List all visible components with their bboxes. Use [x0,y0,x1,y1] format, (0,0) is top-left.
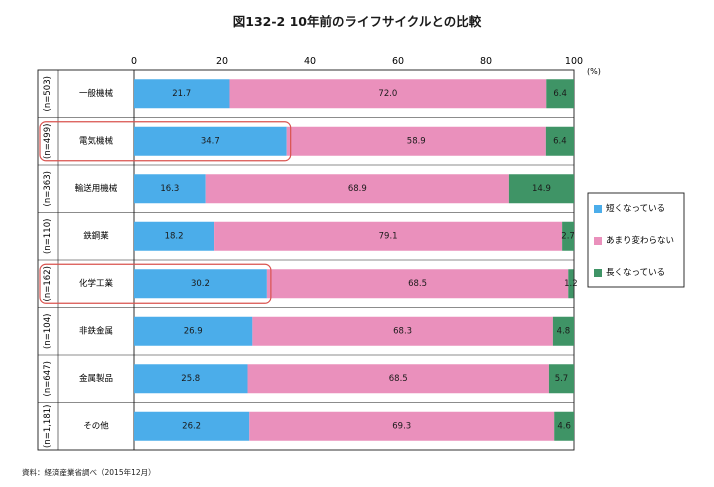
x-tick-label: 60 [392,56,404,67]
bar-segment [508,174,574,204]
bar-segment [562,221,574,251]
data-label: 2.7 [561,231,575,241]
x-tick-label: 100 [565,56,583,67]
bar-segment [134,316,253,346]
data-label: 68.5 [408,279,427,289]
bar-segment [266,269,569,299]
category-label: 非鉄金属 [79,325,113,336]
data-label: 21.7 [172,89,191,99]
legend-label: 長くなっている [606,268,665,278]
bar-segment [134,221,215,251]
data-label: 69.3 [392,421,411,431]
bar-segment [214,221,563,251]
bar-segment [552,316,574,346]
bar-segment [205,174,509,204]
sample-size-label: (n=647) [43,361,53,396]
sample-size-label: (n=499) [43,124,53,159]
data-label: 1.2 [564,279,578,289]
data-label: 34.7 [201,136,220,146]
sample-size-label: (n=104) [43,314,53,349]
legend-label: 短くなっている [606,203,665,214]
x-tick-label: 80 [480,56,492,67]
legend-frame [587,192,685,288]
bar-segment [568,269,574,299]
unit-label: (%) [587,67,601,76]
legend-swatch [594,205,602,213]
sample-size-label: (n=162) [43,266,53,301]
data-label: 4.6 [557,421,571,431]
data-label: 6.4 [553,89,567,99]
category-label: 化学工業 [79,278,114,289]
bar-segment [134,364,248,394]
bar-segment [229,79,547,109]
bar-segment [286,126,546,156]
x-tick-label: 0 [131,56,137,67]
highlight-box [39,263,272,304]
data-label: 68.3 [393,326,412,336]
source-note: 資料：経済産業省調べ（2015年12月） [22,468,156,477]
sample-size-label: (n=503) [43,76,53,111]
bar-segment [548,364,574,394]
data-label: 18.2 [165,231,184,241]
sample-size-label: (n=110) [43,219,53,254]
data-label: 4.8 [557,326,571,336]
data-label: 26.2 [182,421,201,431]
sample-size-label: (n=1,181) [43,405,53,448]
x-tick-label: 20 [216,56,228,67]
bar-segment [247,364,549,394]
highlight-box [39,121,292,162]
category-label: 一般機械 [79,88,114,99]
sample-size-label: (n=363) [43,171,53,206]
category-label: その他 [83,420,109,431]
bar-segment [554,411,574,441]
legend-label: あまり変わらない [606,235,674,246]
bar-segment [249,411,555,441]
legend-swatch [594,237,602,245]
x-tick-label: 40 [304,56,316,67]
data-label: 72.0 [378,89,397,99]
category-label: 電気機械 [79,135,114,146]
bar-segment [134,79,230,109]
chart-title: 図132-2 10年前のライフサイクルとの比較 [232,14,482,29]
data-label: 79.1 [379,231,398,241]
data-label: 14.9 [532,184,551,194]
x-axis: 0 20 40 60 80 100 [131,56,583,67]
bar-segment [134,411,250,441]
data-label: 6.4 [553,136,567,146]
data-label: 16.3 [160,184,179,194]
bar-segment [546,79,574,109]
bar-segment [134,269,267,299]
data-label: 68.5 [389,374,408,384]
data-label: 58.9 [407,136,426,146]
data-label: 68.9 [348,184,367,194]
bar-segment [134,126,287,156]
bar-segment [134,174,206,204]
data-label: 26.9 [184,326,203,336]
category-label: 金属製品 [79,373,113,384]
legend-swatch [594,269,602,277]
category-label: 輸送用機械 [75,183,118,194]
bar-segment [545,126,574,156]
bar-segment [252,316,553,346]
data-label: 30.2 [191,279,210,289]
data-label: 25.8 [181,374,200,384]
data-label: 5.7 [555,374,569,384]
category-label: 鉄鋼業 [83,230,109,241]
